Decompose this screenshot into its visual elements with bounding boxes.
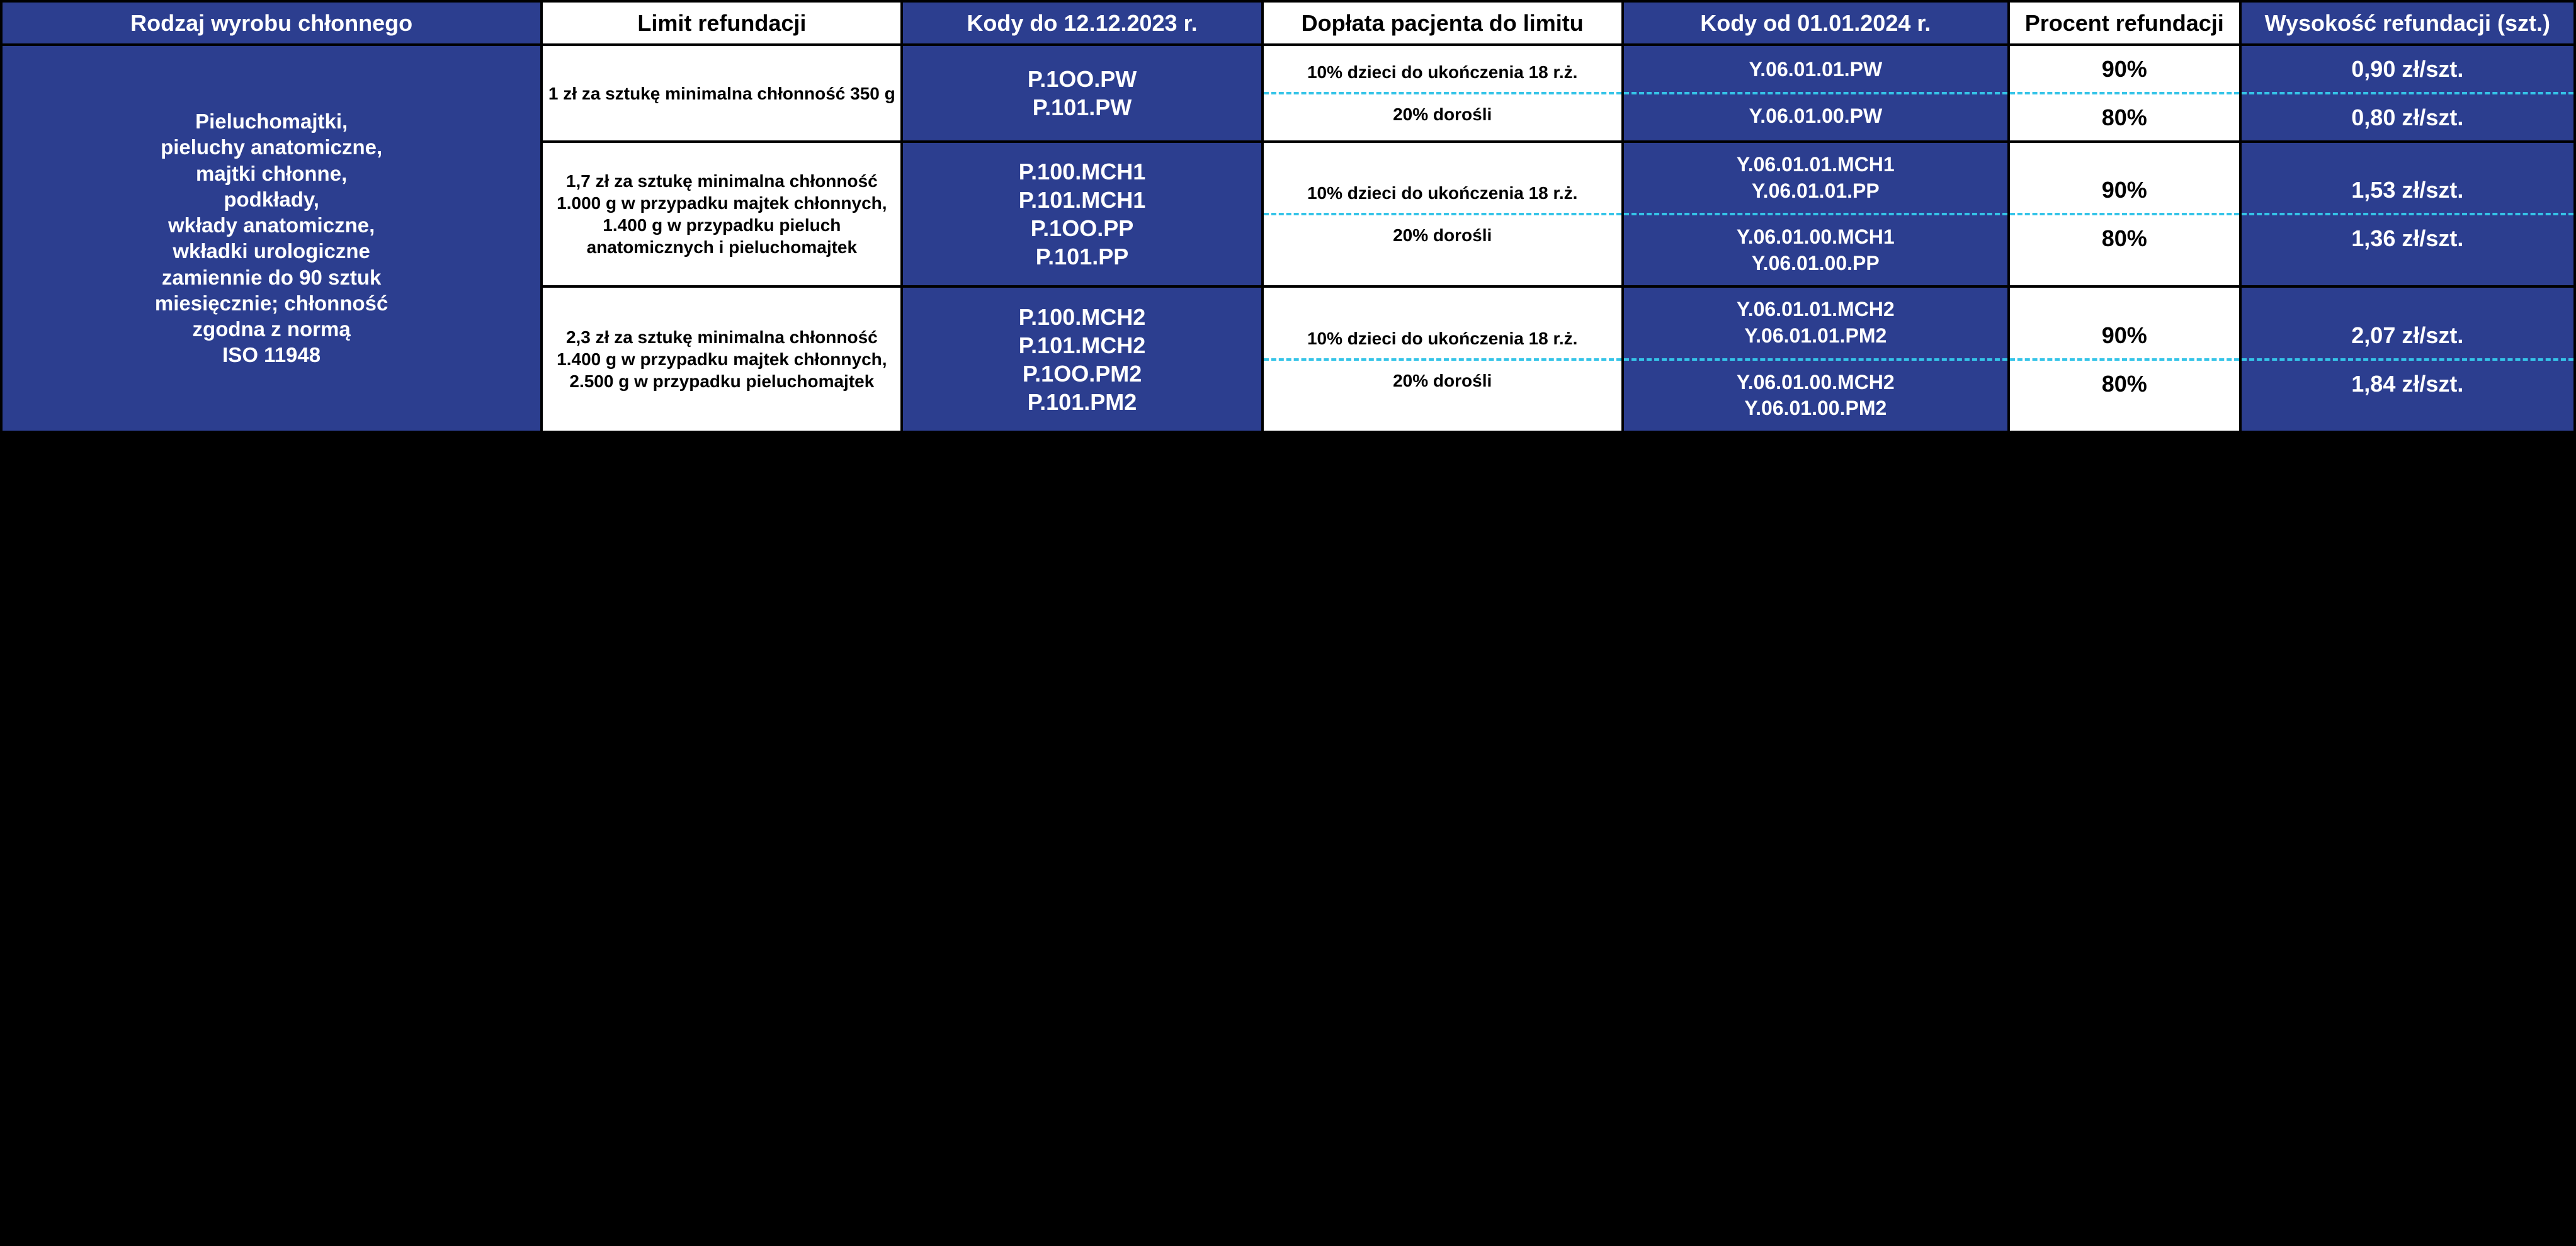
percent-children: 90% bbox=[2010, 167, 2239, 215]
limit-cell: 1,7 zł za sztukę minimalna chłonność 1.0… bbox=[542, 142, 902, 286]
codes-old-cell: P.1OO.PW P.101.PW bbox=[902, 45, 1262, 142]
col-header-doplata: Dopłata pacjenta do limitu bbox=[1262, 1, 1623, 45]
col-header-amount: Wysokość refundacji (szt.) bbox=[2240, 1, 2575, 45]
product-type-cell: Pieluchomajtki, pieluchy anatomiczne, ma… bbox=[1, 45, 542, 432]
codes-new-cell: Y.06.01.01.PW Y.06.01.00.PW bbox=[1623, 45, 2009, 142]
amount-adults: 1,36 zł/szt. bbox=[2242, 215, 2573, 261]
codes-new-children: Y.06.01.01.PW bbox=[1624, 48, 2007, 94]
doplata-adults: 20% dorośli bbox=[1264, 94, 1621, 134]
amount-children: 2,07 zł/szt. bbox=[2242, 312, 2573, 361]
amount-children: 1,53 zł/szt. bbox=[2242, 167, 2573, 215]
percent-adults: 80% bbox=[2010, 94, 2239, 140]
doplata-adults: 20% dorośli bbox=[1264, 215, 1621, 255]
codes-new-cell: Y.06.01.01.MCH2 Y.06.01.01.PM2 Y.06.01.0… bbox=[1623, 286, 2009, 431]
percent-cell: 90% 80% bbox=[2009, 286, 2240, 431]
table-header-row: Rodzaj wyrobu chłonnego Limit refundacji… bbox=[1, 1, 2575, 45]
codes-new-adults: Y.06.01.00.MCH1 Y.06.01.00.PP bbox=[1624, 215, 2007, 285]
amount-adults: 0,80 zł/szt. bbox=[2242, 94, 2573, 140]
codes-old-cell: P.100.MCH2 P.101.MCH2 P.1OO.PM2 P.101.PM… bbox=[902, 286, 1262, 431]
percent-children: 90% bbox=[2010, 312, 2239, 361]
doplata-adults: 20% dorośli bbox=[1264, 361, 1621, 400]
percent-children: 90% bbox=[2010, 46, 2239, 94]
percent-adults: 80% bbox=[2010, 215, 2239, 261]
amount-cell: 1,53 zł/szt. 1,36 zł/szt. bbox=[2240, 142, 2575, 286]
codes-new-adults: Y.06.01.00.PW bbox=[1624, 94, 2007, 139]
codes-new-cell: Y.06.01.01.MCH1 Y.06.01.01.PP Y.06.01.00… bbox=[1623, 142, 2009, 286]
amount-cell: 2,07 zł/szt. 1,84 zł/szt. bbox=[2240, 286, 2575, 431]
percent-adults: 80% bbox=[2010, 361, 2239, 407]
doplata-children: 10% dzieci do ukończenia 18 r.ż. bbox=[1264, 173, 1621, 215]
limit-cell: 1 zł za sztukę minimalna chłonność 350 g bbox=[542, 45, 902, 142]
codes-new-children: Y.06.01.01.MCH2 Y.06.01.01.PM2 bbox=[1624, 288, 2007, 360]
percent-cell: 90% 80% bbox=[2009, 45, 2240, 142]
col-header-limit: Limit refundacji bbox=[542, 1, 902, 45]
amount-cell: 0,90 zł/szt. 0,80 zł/szt. bbox=[2240, 45, 2575, 142]
codes-new-children: Y.06.01.01.MCH1 Y.06.01.01.PP bbox=[1624, 143, 2007, 215]
doplata-children: 10% dzieci do ukończenia 18 r.ż. bbox=[1264, 319, 1621, 361]
codes-old-cell: P.100.MCH1 P.101.MCH1 P.1OO.PP P.101.PP bbox=[902, 142, 1262, 286]
amount-adults: 1,84 zł/szt. bbox=[2242, 361, 2573, 407]
col-header-codes-old: Kody do 12.12.2023 r. bbox=[902, 1, 1262, 45]
col-header-codes-new: Kody od 01.01.2024 r. bbox=[1623, 1, 2009, 45]
doplata-cell: 10% dzieci do ukończenia 18 r.ż. 20% dor… bbox=[1262, 45, 1623, 142]
col-header-percent: Procent refundacji bbox=[2009, 1, 2240, 45]
amount-children: 0,90 zł/szt. bbox=[2242, 46, 2573, 94]
doplata-cell: 10% dzieci do ukończenia 18 r.ż. 20% dor… bbox=[1262, 142, 1623, 286]
table-row: Pieluchomajtki, pieluchy anatomiczne, ma… bbox=[1, 45, 2575, 142]
reimbursement-table: Rodzaj wyrobu chłonnego Limit refundacji… bbox=[0, 0, 2576, 433]
doplata-children: 10% dzieci do ukończenia 18 r.ż. bbox=[1264, 52, 1621, 94]
codes-new-adults: Y.06.01.00.MCH2 Y.06.01.00.PM2 bbox=[1624, 361, 2007, 431]
col-header-product: Rodzaj wyrobu chłonnego bbox=[1, 1, 542, 45]
percent-cell: 90% 80% bbox=[2009, 142, 2240, 286]
doplata-cell: 10% dzieci do ukończenia 18 r.ż. 20% dor… bbox=[1262, 286, 1623, 431]
limit-cell: 2,3 zł za sztukę minimalna chłonność 1.4… bbox=[542, 286, 902, 431]
